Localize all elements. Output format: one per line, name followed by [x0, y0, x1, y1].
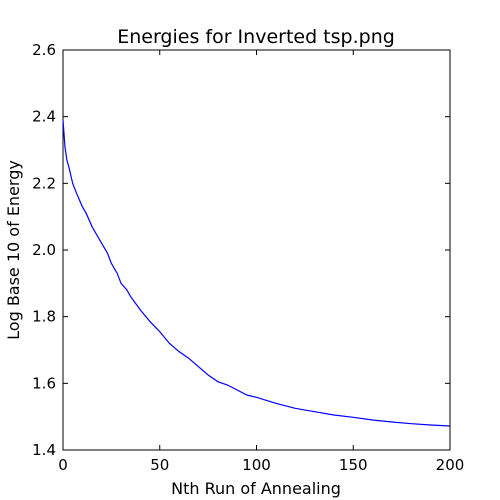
y-axis-label: Log Base 10 of Energy [4, 160, 23, 340]
y-axis-ticks: 1.4 1.6 1.8 2.0 2.2 2.4 2.6 [32, 41, 450, 459]
chart-title: Energies for Inverted tsp.png [117, 26, 395, 48]
y-tick-label: 2.6 [32, 41, 56, 59]
x-tick-label: 0 [58, 456, 68, 474]
x-axis-label: Nth Run of Annealing [171, 479, 341, 498]
x-tick-label: 200 [436, 456, 465, 474]
y-tick-label: 2.2 [32, 174, 56, 192]
x-axis-ticks: 0 50 100 150 200 [58, 50, 464, 474]
y-tick-label: 2.4 [32, 108, 56, 126]
plot-frame [62, 49, 451, 451]
y-tick-label: 1.6 [32, 374, 56, 392]
y-tick-label: 1.4 [32, 441, 56, 459]
x-tick-label: 100 [242, 456, 271, 474]
y-tick-label: 2.0 [32, 241, 56, 259]
energy-series-line [62, 119, 451, 427]
x-tick-label: 50 [150, 456, 169, 474]
y-tick-label: 1.8 [32, 308, 56, 326]
x-tick-label: 150 [339, 456, 368, 474]
